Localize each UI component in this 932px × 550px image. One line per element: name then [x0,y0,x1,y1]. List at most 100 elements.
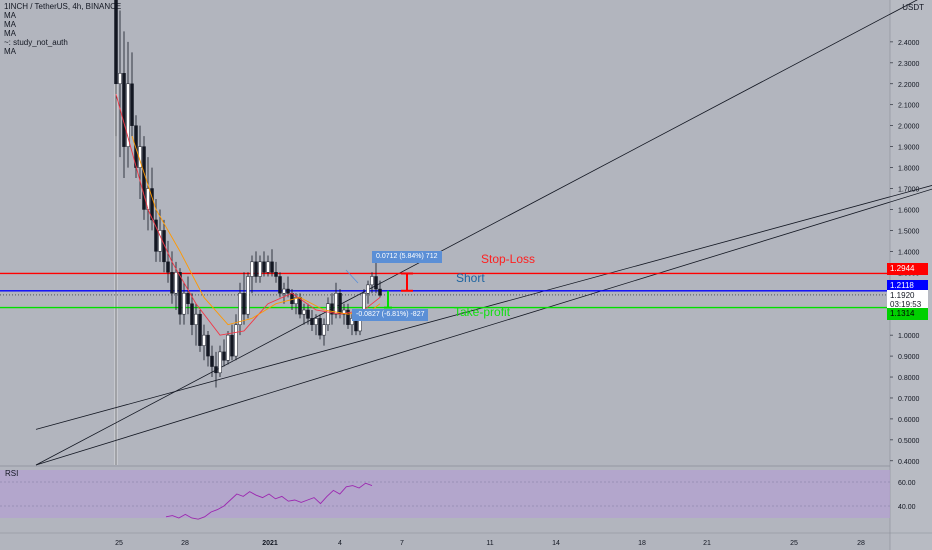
rsi-tick-label: 60.00 [898,480,916,487]
candle-body[interactable] [334,292,338,315]
candle-body[interactable] [154,219,158,252]
candle-body[interactable] [274,272,278,277]
candle-body[interactable] [222,351,226,361]
candle-body[interactable] [214,366,218,374]
indicator-ma-1[interactable]: MA [4,11,16,20]
time-tick-label: 25 [115,540,123,547]
candle-body[interactable] [234,324,238,357]
candle-body[interactable] [158,230,162,252]
candle-body[interactable] [286,288,290,294]
trendline[interactable] [35,157,932,466]
candle-body[interactable] [254,261,258,277]
chart-legend: 1INCH / TetherUS, 4h, BINANCE MA MA MA ~… [4,2,121,56]
candle-body[interactable] [330,303,334,315]
price-tick-label: 2.3000 [898,61,920,68]
candle-body[interactable] [278,276,282,294]
candle-body[interactable] [130,83,134,126]
time-tick-label: 14 [552,540,560,547]
candle-body[interactable] [242,292,246,315]
candle-body[interactable] [210,355,214,367]
rsi-line[interactable] [165,482,373,520]
price-tick-label: 2.4000 [898,40,920,47]
candle-body[interactable] [230,334,234,357]
candle-body[interactable] [318,318,322,336]
candle-body[interactable] [198,313,202,346]
time-tick-label: 4 [338,540,342,547]
indicator-ma-4[interactable]: MA [4,47,16,56]
trendline[interactable] [35,157,932,430]
candle-body[interactable] [346,309,350,325]
indicator-ma-3[interactable]: MA [4,29,16,38]
candle-body[interactable] [374,276,378,290]
candle-body[interactable] [294,297,298,304]
short-label[interactable]: Short [456,271,485,285]
candle-body[interactable] [290,292,294,304]
candle-body[interactable] [166,261,170,273]
entry-price-tag: 1.2118 [887,280,928,292]
price-tick-label: 0.6000 [898,417,920,424]
candle-body[interactable] [202,334,206,346]
candle-body[interactable] [338,292,342,315]
candle-body[interactable] [250,261,254,277]
candle-body[interactable] [314,318,318,325]
candle-body[interactable] [266,261,270,273]
candle-body[interactable] [270,261,274,273]
candle-body[interactable] [302,309,306,315]
price-tick-label: 2.2000 [898,82,920,89]
take-profit-price-tag: 1.1314 [887,308,928,320]
time-tick-label: 11 [486,540,493,547]
candle-body[interactable] [226,334,230,361]
time-tick-label: 21 [703,540,711,547]
candle-body[interactable] [262,261,266,273]
rsi-label[interactable]: RSI [5,469,19,478]
candle-body[interactable] [322,324,326,336]
candle-body[interactable] [194,313,198,325]
time-tick-label: 18 [638,540,646,547]
candle-body[interactable] [118,73,122,85]
time-tick-label: 25 [790,540,798,547]
candle-body[interactable] [170,272,174,294]
candle-body[interactable] [378,288,382,296]
candle-body[interactable] [178,272,182,315]
indicator-ma-2[interactable]: MA [4,20,16,29]
candle-body[interactable] [238,292,242,325]
take-profit-label[interactable]: Take-profit [454,305,511,319]
time-tick-label: 2021 [262,540,278,547]
candle-body[interactable] [258,261,262,277]
trendline[interactable] [35,0,932,466]
candle-body[interactable] [174,272,178,294]
candle-body[interactable] [342,309,346,315]
candle-body[interactable] [186,292,190,304]
candle-body[interactable] [162,230,166,263]
candle-body[interactable] [326,303,330,325]
candle-body[interactable] [370,276,374,286]
candle-body[interactable] [126,83,130,147]
currency-label: USDT [902,3,924,12]
candle-body[interactable] [206,334,210,357]
candle-body[interactable] [190,303,194,325]
price-tick-label: 0.5000 [898,438,920,445]
candle-body[interactable] [282,288,286,294]
price-tick-label: 1.4000 [898,249,920,256]
candle-body[interactable] [218,351,222,374]
symbol-title[interactable]: 1INCH / TetherUS, 4h, BINANCE [4,2,122,11]
candle-body[interactable] [366,284,370,294]
price-tick-label: 1.9000 [898,145,920,152]
price-tick-label: 1.8000 [898,166,920,173]
candle-body[interactable] [114,0,118,85]
candle-body[interactable] [150,188,154,221]
measure-down-box[interactable]: -0.0827 (-6.81%) -827 [352,309,429,321]
candle-body[interactable] [122,73,126,147]
time-tick-label: 7 [400,540,404,547]
measure-up-box[interactable]: 0.0712 (5.84%) 712 [372,251,442,263]
indicator-study[interactable]: ~: study_not_auth [4,38,68,47]
candle-body[interactable] [182,292,186,315]
candle-body[interactable] [246,276,250,315]
stop-loss-price-tag: 1.2944 [887,263,928,275]
stop-loss-label[interactable]: Stop-Loss [481,252,536,266]
price-tick-label: 0.7000 [898,396,920,403]
candle-body[interactable] [306,309,310,319]
candle-body[interactable] [310,318,314,325]
